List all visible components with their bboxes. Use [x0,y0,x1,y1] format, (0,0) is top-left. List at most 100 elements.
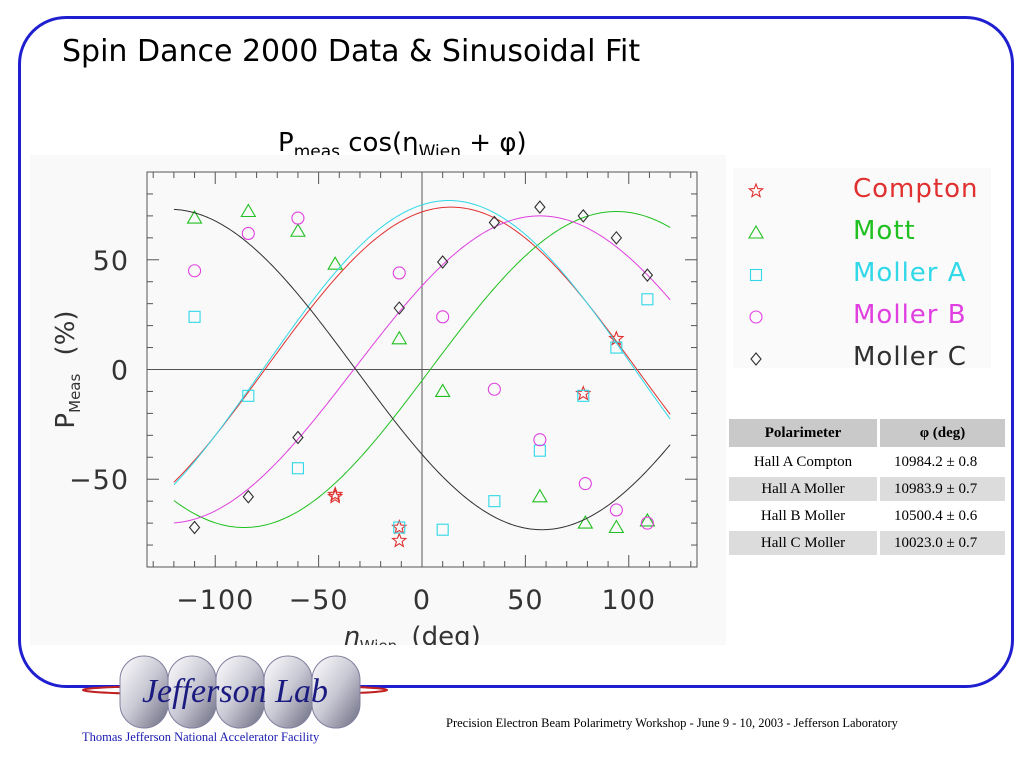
data-point-moller-c [292,430,304,445]
legend-item-moller-b: Moller B [733,298,991,338]
data-point-moller-c [188,520,201,535]
legend-label-moller-a: Moller A [853,258,967,288]
table-cell-phi: 10983.9 ± 0.7 [880,477,1005,501]
table-header-phi: φ (deg) [880,419,1005,447]
table-row: Hall C Moller 10023.0 ± 0.7 [729,531,1005,555]
data-point-moller-a [436,523,449,536]
x-tick-label: −50 [289,585,349,616]
data-point-moller-c [610,230,623,245]
data-point-moller-a [641,293,654,306]
data-point-moller-b [241,226,255,240]
table-header-polarimeter: Polarimeter [729,419,877,447]
table-row: Hall A Compton 10984.2 ± 0.8 [729,450,1005,474]
data-point-mott [577,515,594,529]
slide-frame [18,16,1014,688]
table-header-row: Polarimeter φ (deg) [729,419,1005,447]
data-point-moller-c [577,209,589,223]
data-point-mott [531,488,548,503]
formula-plus-phi: + φ) [461,128,527,158]
data-point-compton [391,532,408,548]
data-point-moller-a [610,341,623,354]
x-axis-label-symbol: η [343,622,359,645]
fit-curve-moller-a [173,200,671,486]
legend-marker-shape [749,268,763,282]
data-point-moller-c [436,255,449,269]
legend: Compton Mott Moller A Moller B Moller C [733,168,991,372]
table-row: Hall A Moller 10983.9 ± 0.7 [729,477,1005,501]
legend-item-moller-a: Moller A [733,256,991,296]
data-point-moller-c [488,215,501,230]
x-axis-label-unit: (deg) [403,622,481,645]
x-tick-label: 100 [601,585,656,616]
triangle-icon [748,224,764,239]
y-axis-label-sub: Meas [66,374,84,413]
fit-curve-moller-c [173,208,671,531]
data-point-moller-b [188,264,202,278]
data-point-moller-c [641,268,654,282]
data-point-moller-c [393,301,405,315]
legend-item-moller-c: Moller C [733,340,991,380]
y-tick-label: −50 [69,465,129,496]
scatter-chart: −100 −50 0 50 100 −50 0 50 ηWien (deg) PMeas (%) [51,171,698,645]
legend-label-moller-b: Moller B [853,300,967,330]
data-point-moller-a [188,310,201,323]
data-point-moller-b [533,433,547,447]
x-tick-label: 0 [413,585,431,616]
data-point-moller-b [291,211,305,225]
data-point-moller-a [488,495,501,508]
legend-marker-shape [750,352,762,366]
star-icon [747,182,765,198]
data-point-moller-a [242,389,255,402]
data-point-compton [575,385,592,401]
data-point-moller-b [392,266,406,280]
x-tick-label: 50 [507,585,543,616]
legend-marker-shape [748,224,764,239]
data-point-moller-c [534,200,546,214]
y-tick-label: 50 [93,246,129,277]
y-axis-label-symbol: P [51,413,81,429]
footer-text: Precision Electron Beam Polarimetry Work… [446,716,898,730]
legend-item-compton: Compton [733,172,991,212]
data-point-compton [327,486,344,502]
legend-label-compton: Compton [853,174,979,204]
formula-eta: η [402,128,419,158]
data-point-moller-a [393,521,406,534]
diamond-icon [750,352,762,366]
y-axis-label: PMeas (%) [51,310,84,428]
legend-item-mott: Mott [733,214,991,254]
data-point-moller-c [242,489,255,504]
square-icon [749,268,763,282]
formula-p: P [278,128,294,158]
data-point-moller-a [577,389,590,402]
table-cell-polarimeter: Hall A Compton [729,450,877,474]
table-cell-phi: 10023.0 ± 0.7 [880,531,1005,555]
data-point-mott [186,209,203,224]
legend-label-moller-c: Moller C [853,342,967,372]
polarimeter-table: Polarimeter φ (deg) Hall A Compton 10984… [726,416,1008,558]
legend-marker-shape [749,310,763,324]
jefferson-lab-logo: Jefferson Lab [82,655,388,729]
x-axis-label-sub: Wien [360,637,397,645]
table-cell-phi: 10500.4 ± 0.6 [880,504,1005,528]
data-point-mott [608,519,625,534]
data-point-mott [391,330,408,345]
data-point-mott [289,223,306,237]
data-point-moller-b [487,382,501,396]
table-cell-polarimeter: Hall C Moller [729,531,877,555]
table-cell-polarimeter: Hall B Moller [729,504,877,528]
data-point-mott [327,256,344,270]
table-cell-polarimeter: Hall A Moller [729,477,877,501]
legend-marker-shape [747,182,765,198]
formula-cos: cos( [339,128,403,158]
logo-wordmark: Jefferson Lab [142,673,328,710]
circle-icon [749,310,763,324]
fit-curve-moller-b [173,215,671,524]
data-point-moller-a [291,462,304,475]
x-axis-label: ηWien (deg) [343,622,480,645]
y-axis-label-unit: (%) [51,310,81,363]
data-point-moller-a [533,444,546,457]
data-point-compton [327,488,344,504]
table-cell-phi: 10984.2 ± 0.8 [880,450,1005,474]
data-point-moller-b [609,503,623,517]
x-tick-label: −100 [176,585,254,616]
